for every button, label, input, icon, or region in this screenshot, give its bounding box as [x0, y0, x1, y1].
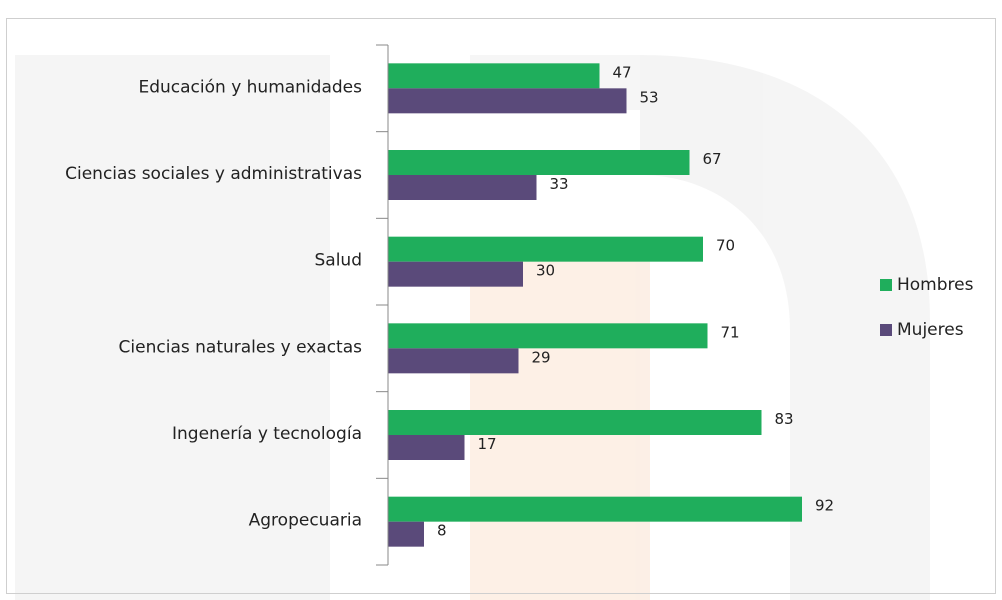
legend-label: Mujeres — [897, 320, 964, 340]
value-label: 33 — [550, 175, 569, 193]
bar — [388, 175, 537, 200]
y-tick-label: Educación y humanidades — [138, 77, 362, 97]
value-label: 29 — [532, 348, 551, 366]
value-label: 71 — [721, 323, 740, 341]
bar — [388, 496, 802, 522]
bar — [388, 348, 519, 374]
value-label: 53 — [640, 88, 659, 106]
bar — [388, 236, 703, 262]
y-tick-label: Salud — [315, 251, 363, 271]
legend-swatch — [880, 279, 892, 291]
bar — [388, 150, 690, 175]
bar — [388, 323, 708, 349]
y-tick-label: Ciencias sociales y administrativas — [65, 164, 362, 184]
value-label: 67 — [703, 150, 722, 168]
value-label: 17 — [478, 435, 497, 453]
value-label: 8 — [437, 522, 447, 540]
bar — [388, 63, 600, 89]
bar — [388, 261, 523, 287]
value-label: 83 — [775, 410, 794, 428]
value-label: 92 — [815, 497, 834, 515]
value-label: 47 — [613, 63, 632, 81]
bar — [388, 88, 627, 114]
y-tick-label: Agropecuaria — [249, 511, 362, 531]
y-tick-label: Ingenería y tecnología — [172, 424, 362, 444]
bar — [388, 521, 424, 547]
value-label: 70 — [716, 237, 735, 255]
value-label: 30 — [536, 262, 555, 280]
bar — [388, 410, 762, 435]
legend-label: Hombres — [897, 275, 974, 295]
y-tick-label: Ciencias naturales y exactas — [119, 337, 363, 357]
bar — [388, 435, 465, 460]
frame — [6, 18, 996, 594]
legend-swatch — [880, 324, 892, 336]
